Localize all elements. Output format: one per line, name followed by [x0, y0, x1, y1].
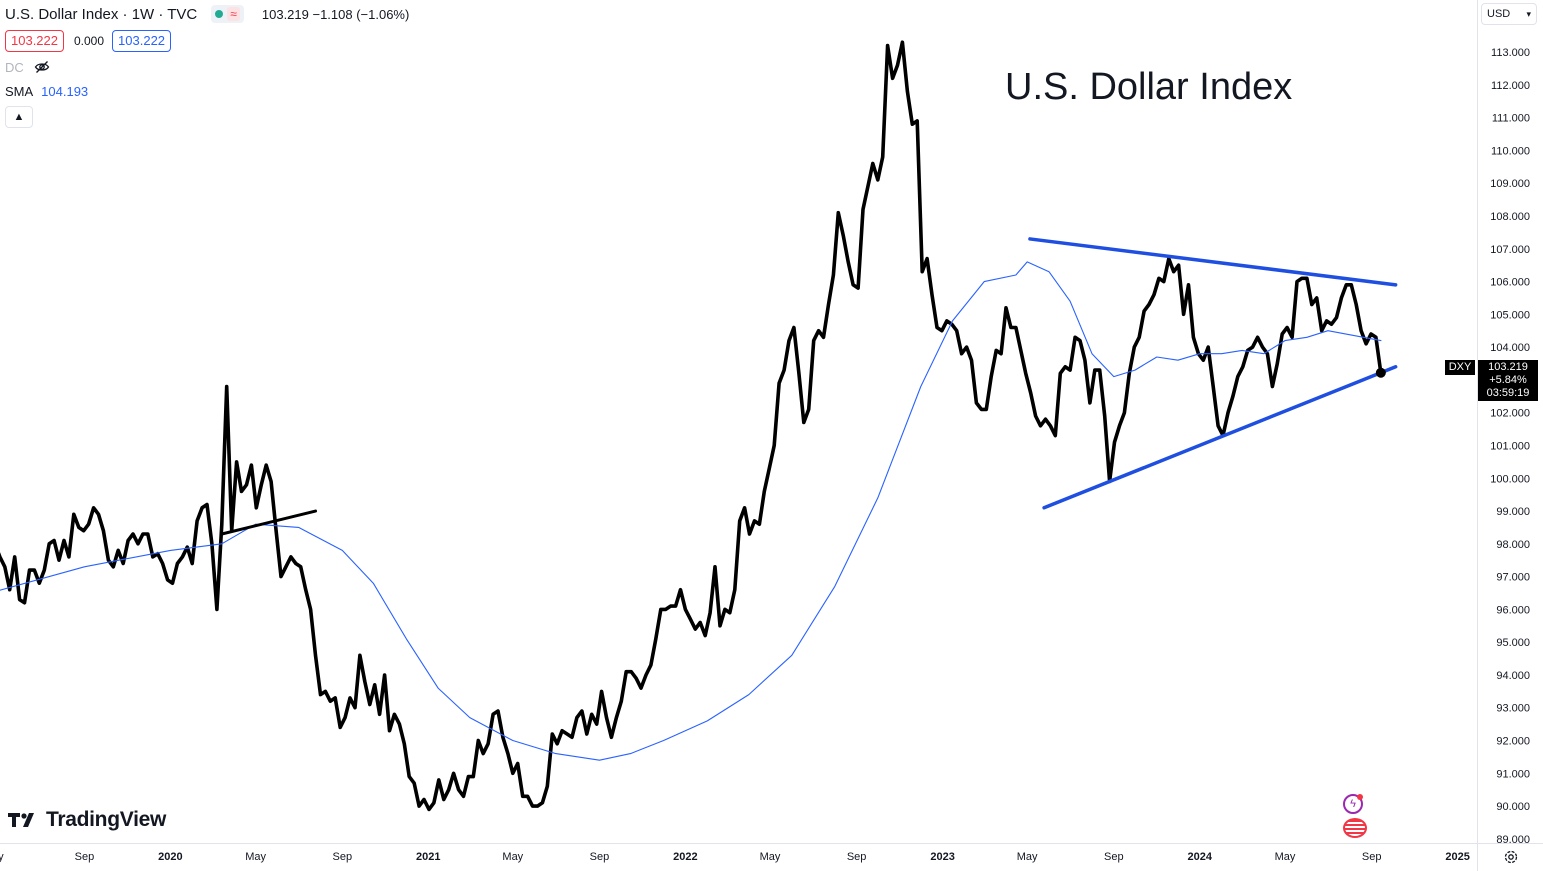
lightning-glyph: ϟ — [1350, 798, 1356, 810]
x-tick-label: 2023 — [930, 851, 954, 863]
symbol-title[interactable]: U.S. Dollar Index · 1W · TVC — [5, 5, 198, 23]
y-tick-label: 95.000 — [1496, 637, 1530, 649]
x-tick-label: May — [760, 851, 781, 863]
y-tick-label: 109.000 — [1490, 178, 1530, 190]
y-tick-label: 107.000 — [1490, 244, 1530, 256]
tradingview-logo[interactable]: TradingView — [8, 808, 166, 832]
bar-countdown: 03:59:19 — [1486, 387, 1530, 399]
marker-layer — [1375, 367, 1386, 378]
y-tick-label: 94.000 — [1496, 670, 1530, 682]
price-line — [0, 40, 1383, 812]
dc-indicator-row: DC — [5, 58, 409, 76]
chevron-down-icon: ▾ — [1526, 8, 1531, 19]
x-tick-label: 2024 — [1188, 851, 1213, 863]
y-tick-label: 105.000 — [1490, 309, 1530, 321]
y-tick-label: 112.000 — [1491, 80, 1530, 92]
us-flag-icon[interactable] — [1343, 818, 1367, 838]
sell-price-button[interactable]: 103.222 — [5, 30, 64, 52]
currency-select[interactable]: USD ▾ — [1481, 3, 1537, 25]
y-tick-label: 108.000 — [1490, 211, 1530, 223]
trendlines[interactable] — [220, 237, 1398, 536]
y-tick-label: 104.000 — [1490, 342, 1530, 354]
x-tick-label: May — [502, 851, 523, 863]
legend: U.S. Dollar Index · 1W · TVC ≈ 103.219 −… — [5, 4, 409, 128]
x-tick-label: Sep — [333, 851, 353, 863]
last-price-marker — [1375, 367, 1386, 378]
y-tick-label: 106.000 — [1490, 277, 1530, 289]
chart-settings-button[interactable] — [1500, 847, 1522, 867]
sma-indicator-row: SMA 104.193 — [5, 82, 409, 100]
delayed-data-icon: ≈ — [227, 7, 240, 21]
trendline-3[interactable] — [220, 509, 318, 536]
y-tick-label: 101.000 — [1490, 440, 1530, 452]
y-tick-label: 110.000 — [1491, 145, 1530, 157]
chevron-up-icon: ▲ — [13, 111, 25, 123]
currency-value: USD — [1487, 8, 1511, 20]
tradingview-logo-icon — [8, 813, 34, 827]
y-tick-label: 99.000 — [1496, 506, 1530, 518]
y-tick-label: 89.000 — [1496, 834, 1530, 846]
x-tick-label: 2022 — [673, 851, 697, 863]
symbol-tag: DXY — [1445, 360, 1475, 375]
eye-off-icon[interactable] — [34, 59, 50, 75]
price-change-percent: +5.84% — [1489, 374, 1527, 386]
buy-price-button[interactable]: 103.222 — [112, 30, 172, 52]
price-axis-divider — [1477, 0, 1478, 871]
time-axis-divider — [0, 843, 1543, 844]
y-tick-label: 93.000 — [1496, 703, 1530, 715]
x-tick-label: 2025 — [1445, 851, 1469, 863]
last-price-tag: 103.219 +5.84% 03:59:19 — [1478, 360, 1538, 401]
y-tick-label: 111.000 — [1492, 113, 1530, 125]
x-tick-label: Sep — [1104, 851, 1124, 863]
x-tick-label: May — [245, 851, 266, 863]
trendline-1[interactable] — [1028, 237, 1398, 287]
x-tick-label: Sep — [847, 851, 867, 863]
y-tick-label: 113.000 — [1491, 47, 1530, 59]
y-tick-label: 96.000 — [1496, 604, 1530, 616]
chart-title: U.S. Dollar Index — [1005, 66, 1293, 108]
y-tick-label: 90.000 — [1496, 801, 1530, 813]
x-tick-label: May — [1017, 851, 1038, 863]
y-tick-label: 98.000 — [1496, 539, 1530, 551]
x-tick-label: Sep — [1362, 851, 1382, 863]
y-tick-label: 92.000 — [1496, 736, 1530, 748]
legend-header: U.S. Dollar Index · 1W · TVC ≈ 103.219 −… — [5, 4, 409, 24]
gear-icon — [1504, 850, 1518, 864]
y-tick-label: 91.000 — [1496, 768, 1530, 780]
x-axis-labels: ay Sep 2020 May Sep 2021 May Sep 2022 May Sep 2023 M… — [0, 851, 1470, 863]
y-tick-label: 102.000 — [1490, 408, 1530, 420]
sma-line — [0, 261, 1382, 761]
x-tick-label: May — [1275, 851, 1296, 863]
x-tick-label: 2020 — [158, 851, 182, 863]
series-layer — [0, 40, 1383, 812]
sma-label[interactable]: SMA — [5, 83, 34, 99]
trendline-2[interactable] — [1042, 365, 1398, 510]
market-status[interactable]: ≈ — [211, 5, 244, 23]
x-tick-label: 2021 — [416, 851, 440, 863]
y-tick-label: 97.000 — [1496, 572, 1530, 584]
sma-value: 104.193 — [41, 83, 89, 99]
spread-value: 0.000 — [74, 34, 105, 48]
collapse-legend-button[interactable]: ▲ — [5, 106, 33, 128]
last-quote: 103.219 −1.108 (−1.06%) — [261, 6, 410, 22]
y-axis-labels: 89.000 90.000 91.000 92.000 93.000 94.000 95.0… — [1490, 47, 1530, 846]
x-tick-label: ay — [0, 851, 4, 863]
x-tick-label: Sep — [590, 851, 610, 863]
tradingview-logo-text: TradingView — [46, 808, 167, 831]
y-tick-label: 100.000 — [1490, 473, 1530, 485]
last-price: 103.219 — [1488, 361, 1528, 373]
lightning-icon[interactable]: ϟ — [1343, 794, 1363, 814]
x-tick-label: Sep — [75, 851, 95, 863]
dc-indicator-label[interactable]: DC — [5, 59, 24, 75]
market-open-icon — [215, 10, 224, 18]
notification-dot — [1357, 794, 1363, 800]
bid-ask-row: 103.222 0.000 103.222 — [5, 30, 409, 52]
